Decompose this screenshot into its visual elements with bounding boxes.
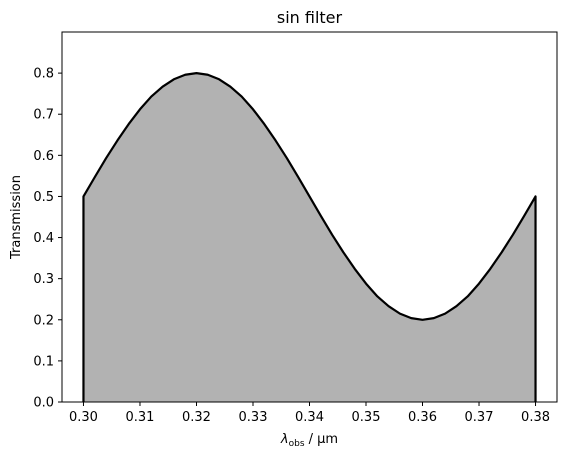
y-tick-label: 0.3: [33, 272, 54, 287]
x-tick-label: 0.30: [69, 410, 98, 425]
y-axis-label: Transmission: [9, 175, 24, 260]
x-axis-label-subscript: obs: [289, 439, 305, 449]
fill-layer: [83, 73, 535, 402]
y-tick-label: 0.5: [33, 190, 54, 205]
y-tick-label: 0.6: [33, 149, 54, 164]
y-tick-label: 0.0: [33, 396, 54, 411]
x-axis-label-unit: / μm: [305, 432, 339, 447]
x-axis-label-symbol: λ: [280, 432, 289, 447]
x-tick-label: 0.34: [295, 410, 324, 425]
y-tick-label: 0.7: [33, 108, 54, 123]
y-tick-label: 0.8: [33, 67, 54, 82]
x-tick-label: 0.36: [408, 410, 437, 425]
x-tick-label: 0.31: [126, 410, 155, 425]
series-fill-area: [83, 73, 535, 402]
y-ticks: 0.0 0.1 0.2 0.3 0.4 0.5 0.6 0.7 0.8: [33, 67, 62, 411]
x-tick-label: 0.37: [465, 410, 494, 425]
x-ticks: 0.30 0.31 0.32 0.33 0.34 0.35 0.36 0.37 0.38: [69, 402, 550, 425]
x-tick-label: 0.38: [521, 410, 550, 425]
y-tick-label: 0.4: [33, 231, 54, 246]
x-tick-label: 0.33: [239, 410, 268, 425]
y-tick-label: 0.2: [33, 313, 54, 328]
x-axis-label: λobs / μm: [280, 432, 338, 449]
x-tick-label: 0.32: [182, 410, 211, 425]
x-tick-label: 0.35: [352, 410, 381, 425]
y-tick-label: 0.1: [33, 354, 54, 369]
chart-title: sin filter: [277, 8, 343, 27]
